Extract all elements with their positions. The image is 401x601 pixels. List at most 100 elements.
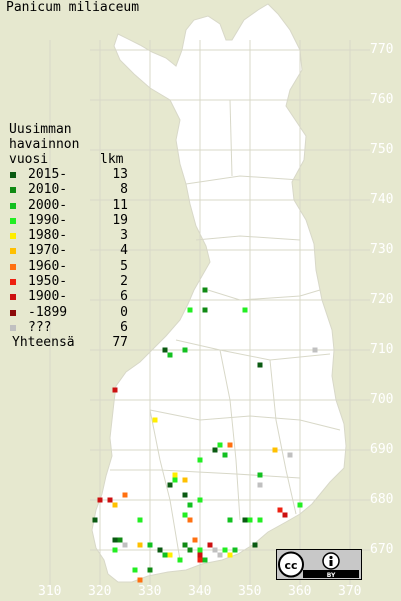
observation-marker <box>162 347 168 353</box>
observation-markers <box>92 287 318 583</box>
observation-marker <box>132 567 138 573</box>
legend-row: 1960- 5 <box>9 259 128 274</box>
observation-marker <box>117 537 123 543</box>
legend-row: 2010- 8 <box>9 182 128 198</box>
observation-marker <box>122 492 128 498</box>
legend-period-count: 0 <box>120 304 128 320</box>
legend-period-count: 19 <box>112 212 128 228</box>
observation-marker <box>257 362 263 368</box>
legend-total-count: 77 <box>112 335 128 351</box>
observation-marker <box>202 557 208 563</box>
legend-period-count: 6 <box>120 319 128 335</box>
by-label: BY <box>327 572 336 579</box>
observation-marker <box>172 477 178 483</box>
legend-period-count: 6 <box>120 289 128 305</box>
legend-swatch <box>10 233 16 240</box>
observation-marker <box>222 452 228 458</box>
observation-marker <box>167 352 173 358</box>
observation-marker <box>172 472 178 478</box>
observation-marker <box>252 542 258 548</box>
legend-swatch <box>10 202 16 209</box>
svg-text:cc: cc <box>284 559 297 572</box>
x-tick-label: 330 <box>138 584 162 599</box>
observation-marker <box>112 547 118 553</box>
observation-marker <box>137 517 143 523</box>
legend-period-label: ??? <box>28 319 52 335</box>
legend-period-label: 2010- <box>28 182 68 198</box>
legend-swatch <box>10 172 16 178</box>
legend-row: 2015- 13 <box>9 167 128 182</box>
legend-period-label: 1970- <box>28 243 68 259</box>
observation-marker <box>107 497 113 503</box>
observation-marker <box>182 347 188 353</box>
legend-period-label: -1899 <box>28 304 68 320</box>
observation-marker <box>242 307 248 313</box>
legend-swatch <box>10 187 16 194</box>
legend-row: 1970- 4 <box>9 243 128 259</box>
observation-marker <box>312 347 318 353</box>
observation-marker <box>277 507 283 513</box>
observation-marker <box>227 552 233 558</box>
y-tick-label: 750 <box>370 142 394 157</box>
observation-marker <box>112 537 118 543</box>
legend-row: 1950- 2 <box>9 274 128 289</box>
legend-swatch <box>10 279 16 286</box>
observation-marker <box>197 547 203 553</box>
y-tick-label: 710 <box>370 342 394 357</box>
observation-marker <box>187 517 193 523</box>
x-tick-label: 370 <box>338 584 362 599</box>
observation-marker <box>212 547 218 553</box>
observation-marker <box>202 307 208 313</box>
y-tick-label: 740 <box>370 192 394 207</box>
observation-marker <box>217 442 223 448</box>
observation-marker <box>212 447 218 453</box>
y-tick-label: 690 <box>370 442 394 457</box>
legend-swatch <box>10 248 16 255</box>
legend-period-count: 3 <box>120 228 128 244</box>
legend-total-row: Yhteensä 77 <box>9 335 128 350</box>
legend-period-count: 2 <box>120 274 128 290</box>
legend-heading-line-2: havainnon <box>9 137 80 152</box>
x-tick-label: 350 <box>238 584 262 599</box>
legend-rows: 2015- 13 2010- 8 2000- 11 1990- 19 1980- 3 1970- 4 1… <box>9 167 128 335</box>
observation-marker <box>257 517 263 523</box>
observation-marker <box>197 552 203 558</box>
legend-period-count: 8 <box>120 182 128 198</box>
observation-marker <box>182 542 188 548</box>
cc-icon <box>278 551 304 578</box>
observation-marker <box>187 502 193 508</box>
y-tick-label: 730 <box>370 242 394 257</box>
observation-marker <box>157 547 163 553</box>
observation-marker <box>197 557 203 563</box>
legend-period-count: 5 <box>120 258 128 274</box>
legend-period-label: 1900- <box>28 289 68 305</box>
observation-marker <box>257 482 263 488</box>
observation-marker <box>297 502 303 508</box>
legend-year-heading: vuosi <box>9 152 49 167</box>
x-tick-label: 340 <box>188 584 212 599</box>
legend-count-heading: lkm <box>100 152 124 167</box>
legend-row: 1990- 19 <box>9 212 128 228</box>
legend-swatch <box>10 294 16 301</box>
legend-row: 1980- 3 <box>9 228 128 243</box>
license-badge[interactable]: cc BY <box>276 549 362 580</box>
observation-marker <box>112 502 118 508</box>
observation-marker <box>197 497 203 503</box>
legend-row: ??? 6 <box>9 319 128 335</box>
observation-marker <box>167 552 173 558</box>
y-tick-label: 770 <box>370 42 394 57</box>
x-tick-label: 320 <box>88 584 112 599</box>
observation-marker <box>197 457 203 463</box>
legend-period-count: 4 <box>120 243 128 259</box>
observation-marker <box>227 517 233 523</box>
observation-marker <box>112 387 118 393</box>
x-tick-label: 310 <box>38 584 62 599</box>
observation-marker <box>187 547 193 553</box>
legend-swatch <box>10 217 16 224</box>
observation-marker <box>202 287 208 293</box>
observation-marker <box>207 542 213 548</box>
legend-period-label: 1990- <box>28 212 68 228</box>
observation-marker <box>92 517 98 523</box>
observation-marker <box>257 472 263 478</box>
